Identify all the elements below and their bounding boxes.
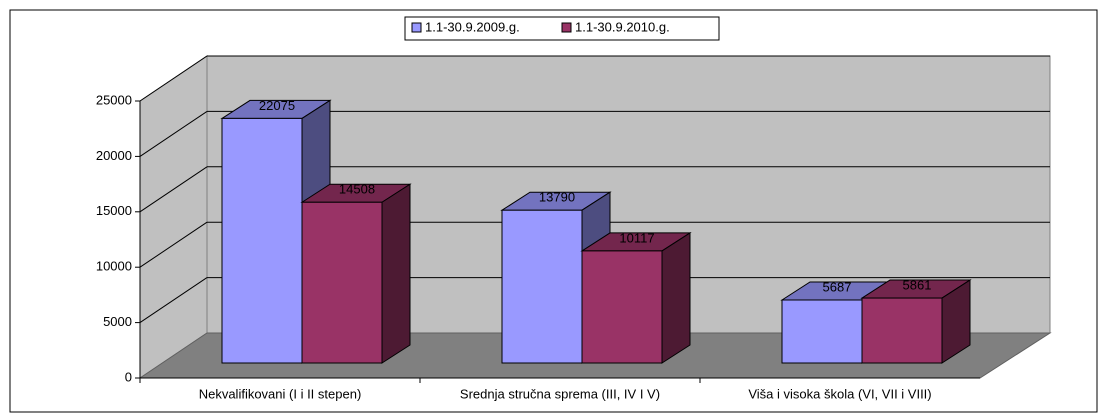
legend-label: 1.1-30.9.2009.g. bbox=[425, 19, 520, 34]
data-label: 5861 bbox=[903, 277, 932, 292]
y-tick-label: 15000 bbox=[96, 203, 132, 218]
bar bbox=[220, 99, 332, 364]
data-label: 5687 bbox=[823, 279, 852, 294]
bar-front bbox=[581, 250, 663, 364]
x-tick-label: Nekvalifikovani (I i II stepen) bbox=[199, 386, 362, 401]
data-label: 14508 bbox=[339, 182, 375, 197]
bar-side bbox=[661, 231, 691, 364]
grid-line bbox=[139, 55, 208, 102]
bar-front bbox=[501, 209, 583, 364]
y-tick-label: 0 bbox=[125, 369, 132, 384]
grid-line bbox=[139, 277, 208, 324]
legend-label: 1.1-30.9.2010.g. bbox=[575, 19, 670, 34]
x-tick-label: Viša i visoka škola (VI, VII i VIII) bbox=[748, 386, 931, 401]
data-label: 10117 bbox=[619, 230, 654, 245]
bar bbox=[580, 231, 692, 364]
bar-front bbox=[781, 299, 863, 364]
grid-line bbox=[139, 221, 208, 268]
side-wall bbox=[139, 55, 208, 379]
y-tick-label: 10000 bbox=[96, 259, 132, 274]
bar-front bbox=[221, 117, 303, 364]
grid-line bbox=[139, 166, 208, 213]
y-tick-label: 20000 bbox=[96, 148, 132, 163]
y-tick-label: 5000 bbox=[103, 314, 132, 329]
data-label: 22075 bbox=[259, 98, 295, 113]
bar-front bbox=[301, 201, 383, 364]
bar bbox=[860, 279, 972, 364]
data-label: 13790 bbox=[539, 190, 575, 205]
legend: 1.1-30.9.2009.g. 1.1-30.9.2010.g. bbox=[404, 16, 720, 41]
bar bbox=[300, 183, 412, 364]
x-tick-label: Srednja stručna sprema (III, IV I V) bbox=[460, 386, 660, 401]
bar-side bbox=[381, 183, 411, 364]
y-tick-label: 25000 bbox=[96, 92, 132, 107]
grid-line bbox=[139, 110, 208, 157]
bar-front bbox=[861, 297, 943, 364]
legend-swatch bbox=[561, 22, 572, 33]
legend-swatch bbox=[411, 22, 422, 33]
